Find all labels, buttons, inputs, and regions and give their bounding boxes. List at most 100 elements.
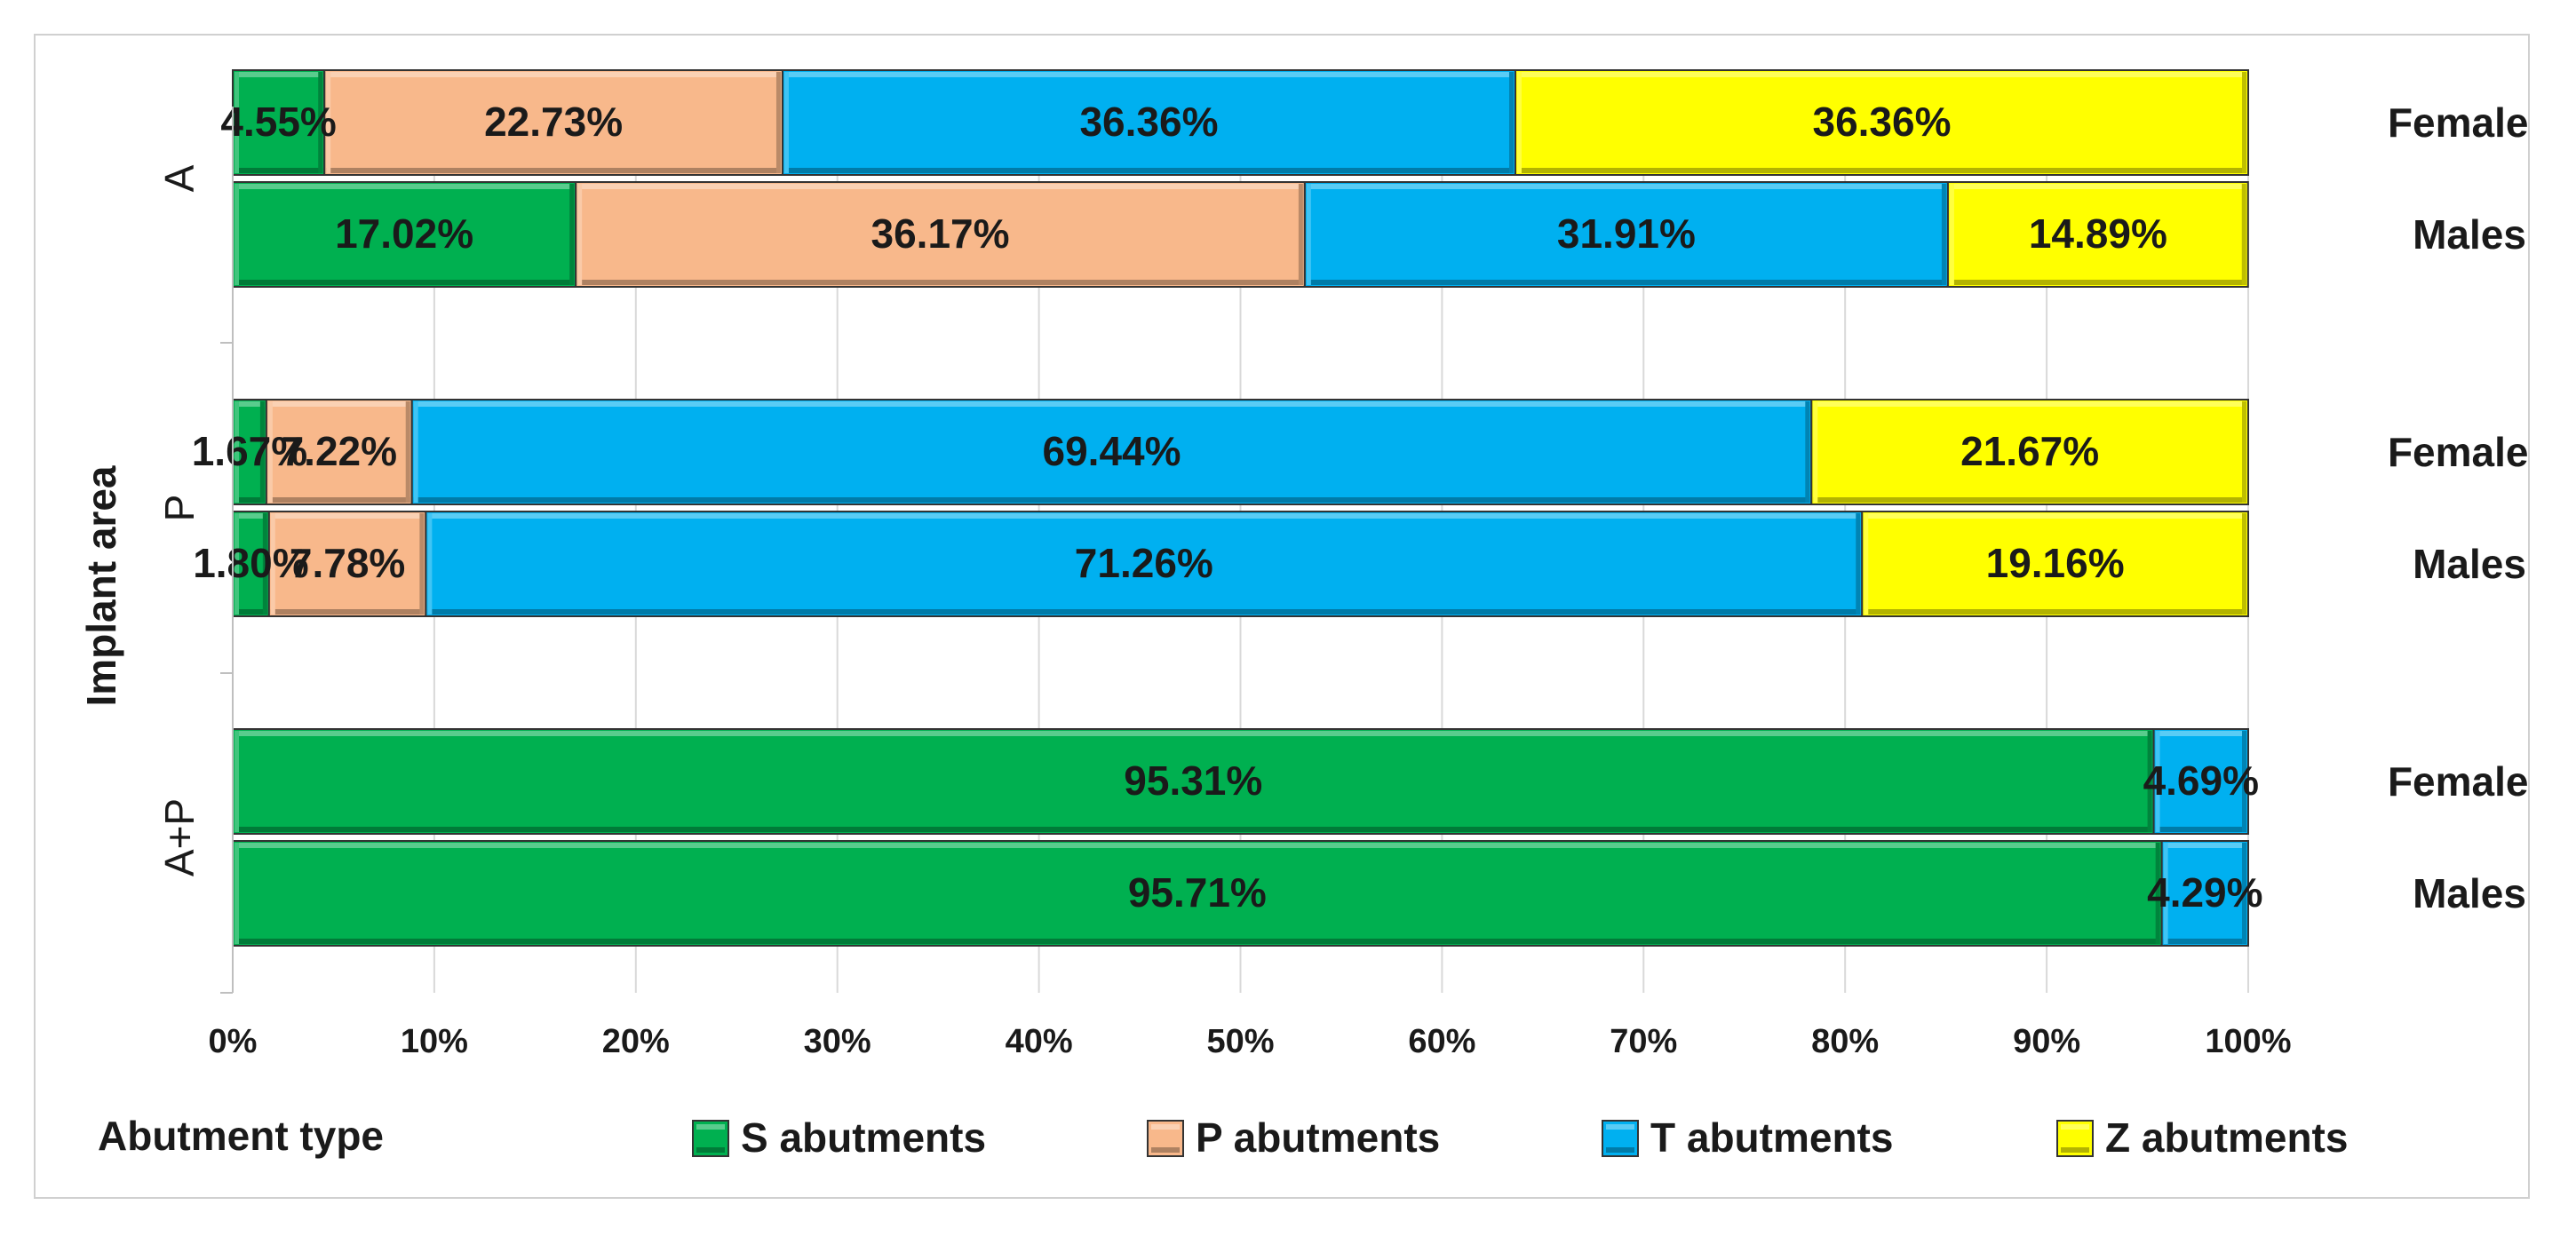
- bar-bevel-right: [405, 401, 410, 503]
- x-tick-label: 40%: [1006, 1023, 1073, 1060]
- legend-swatch-bevel: [2061, 1124, 2089, 1130]
- bar-bevel-left: [413, 401, 418, 503]
- bar-bevel-left: [1813, 401, 1818, 503]
- bar-segment: [1303, 181, 1949, 288]
- legend-swatch-bevel: [1151, 1124, 1180, 1130]
- bar-bevel-right: [262, 513, 267, 615]
- bar-bevel-bottom: [1864, 609, 2246, 615]
- legend-swatch-shade: [1151, 1147, 1180, 1153]
- bar-bevel-top: [1864, 513, 2246, 519]
- legend-title: Abutment type: [98, 1113, 384, 1159]
- bar-segment: [323, 69, 783, 176]
- bar-bevel-top: [270, 513, 425, 519]
- bar-bevel-left: [1864, 513, 1869, 615]
- group-label: A+P: [156, 798, 203, 876]
- bar-bevel-top: [2163, 843, 2246, 848]
- bar-bevel-bottom: [235, 497, 265, 503]
- bar-bevel-left: [235, 731, 239, 832]
- bar-bevel-right: [2242, 401, 2246, 503]
- legend-swatch-shade: [2061, 1147, 2089, 1153]
- bar-category-label: Females: [2388, 429, 2528, 475]
- labels-layer: A 4.55% 22.73% 36.36% 36.36% Females 17.02% 36.…: [156, 99, 2528, 916]
- bar-bevel-right: [2241, 184, 2246, 285]
- y-axis-title: Implant area: [78, 465, 124, 706]
- bar-bevel-left: [2163, 843, 2168, 944]
- group-label: A: [156, 164, 203, 192]
- bar-bevel-top: [267, 401, 410, 407]
- chart-svg: A 4.55% 22.73% 36.36% 36.36% Females 17.02% 36.…: [78, 69, 2528, 1161]
- bar-bevel-top: [1306, 184, 1946, 189]
- bar-segment: [265, 399, 413, 505]
- bar-bevel-bottom: [270, 609, 425, 615]
- bar-bevel-left: [2155, 731, 2160, 832]
- x-tick-label: 50%: [1206, 1023, 1274, 1060]
- bar-bevel-left: [1306, 184, 1311, 285]
- bar-bevel-bottom: [326, 168, 781, 173]
- chart-frame: A 4.55% 22.73% 36.36% 36.36% Females 17.02% 36.…: [34, 34, 2530, 1199]
- legend-swatch-shade: [1606, 1147, 1634, 1153]
- bar-bevel-bottom: [1813, 497, 2246, 503]
- bar-bevel-right: [318, 72, 323, 173]
- bar-segment: [575, 181, 1306, 288]
- bar-bevel-left: [427, 513, 433, 615]
- bar-category-label: Females: [2388, 758, 2528, 805]
- legend-entry-label: S abutments: [741, 1114, 986, 1161]
- bar-bevel-right: [2242, 843, 2246, 944]
- bar-segment: [781, 69, 1516, 176]
- bar-bevel-bottom: [2155, 827, 2246, 832]
- bar-bevel-bottom: [577, 280, 1303, 285]
- bar-bevel-top: [577, 184, 1303, 189]
- data-label: 22.73%: [484, 99, 623, 145]
- bar-bevel-bottom: [235, 609, 267, 615]
- data-label: 14.89%: [2029, 210, 2167, 257]
- legend-entry-label: P abutments: [1196, 1114, 1440, 1161]
- bar-category-label: Males: [2413, 541, 2526, 587]
- bar-segment: [232, 181, 577, 288]
- bar-segment: [232, 840, 2163, 947]
- data-label: 36.17%: [871, 210, 1010, 257]
- legend-entry-label: Z abutments: [2105, 1114, 2348, 1161]
- data-label: 1.67%: [192, 428, 307, 474]
- bar-bevel-left: [1516, 72, 1522, 173]
- bar-bevel-top: [427, 513, 1861, 519]
- axis-layer: 0% 10% 20% 30% 40% 50% 60% 70% 80% 90% 100%: [209, 107, 2292, 1060]
- data-label: 95.31%: [1124, 757, 1262, 804]
- bar-bevel-bottom: [783, 168, 1514, 173]
- data-label: 71.26%: [1075, 540, 1213, 586]
- bar-bevel-bottom: [1949, 280, 2246, 285]
- data-label: 7.22%: [282, 428, 397, 474]
- bar-bevel-top: [783, 72, 1514, 77]
- bar-bevel-left: [267, 401, 273, 503]
- bar-bevel-top: [235, 843, 2160, 848]
- data-label: 31.91%: [1557, 210, 1696, 257]
- data-label: 1.80%: [193, 540, 308, 586]
- legend-swatch-bevel: [696, 1124, 725, 1130]
- data-label: 17.02%: [335, 210, 473, 257]
- bar-bevel-bottom: [235, 939, 2160, 944]
- bar-bevel-left: [783, 72, 789, 173]
- bar-bevel-left: [235, 184, 239, 285]
- bar-bevel-left: [1949, 184, 1954, 285]
- group-label: P: [156, 495, 203, 522]
- data-label: 21.67%: [1960, 428, 2099, 474]
- legend-swatch-bevel: [1606, 1124, 1634, 1130]
- data-label: 36.36%: [1812, 99, 1951, 145]
- bar-bevel-bottom: [235, 280, 575, 285]
- bar-bevel-right: [1941, 184, 1946, 285]
- x-tick-label: 20%: [602, 1023, 670, 1060]
- bar-bevel-right: [259, 401, 265, 503]
- bar-bevel-top: [235, 731, 2152, 736]
- bar-bevel-left: [326, 72, 331, 173]
- bar-bevel-top: [1516, 72, 2246, 77]
- data-label: 7.78%: [290, 540, 405, 586]
- bar-bevel-right: [775, 72, 781, 173]
- bar-bevel-bottom: [413, 497, 1810, 503]
- bar-bevel-top: [1813, 401, 2246, 407]
- bar-bevel-bottom: [267, 497, 410, 503]
- bar-category-label: Males: [2413, 870, 2526, 916]
- x-tick-label: 60%: [1408, 1023, 1475, 1060]
- data-label: 36.36%: [1079, 99, 1218, 145]
- bar-category-label: Males: [2413, 211, 2526, 258]
- bar-bevel-right: [1856, 513, 1861, 615]
- bar-bevel-right: [2242, 731, 2246, 832]
